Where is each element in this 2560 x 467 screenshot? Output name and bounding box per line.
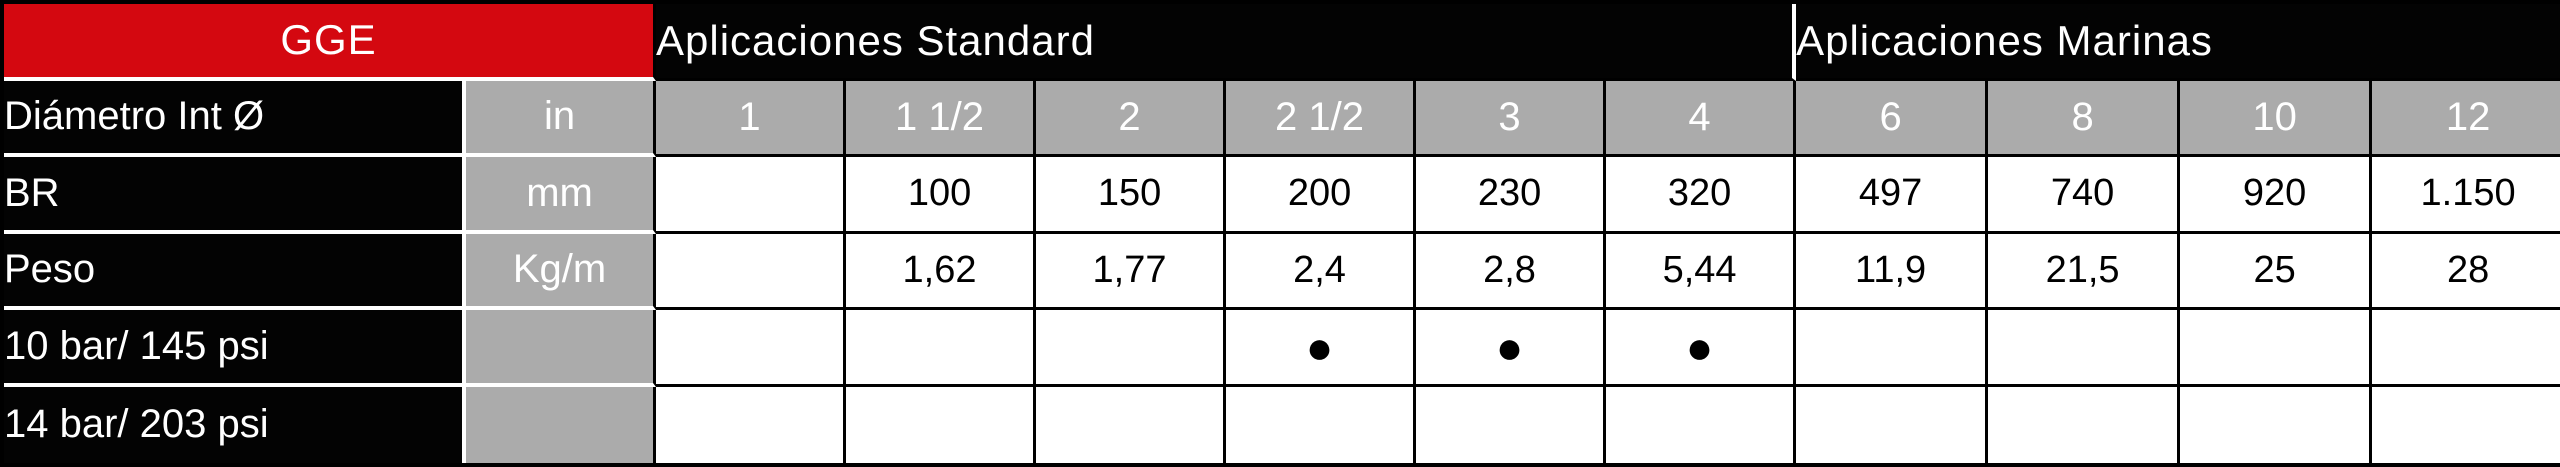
size-header: 1 1/2: [846, 80, 1037, 157]
rating-dot-cell: [1988, 386, 2181, 463]
section-standard: Aplicaciones Standard: [656, 4, 1797, 81]
rating-dot-cell: [1796, 386, 1989, 463]
size-header: 8: [1988, 80, 2181, 157]
brand-cell: GGE: [4, 4, 657, 81]
rating-dot-cell: ●: [1416, 310, 1607, 387]
unit-kg-m: Kg/m: [466, 233, 657, 310]
peso-value: 5,44: [1606, 233, 1797, 310]
header-row: GGE Aplicaciones Standard Aplicaciones M…: [4, 4, 2560, 81]
peso-value: 1,77: [1036, 233, 1227, 310]
size-header: 4: [1606, 80, 1797, 157]
size-header: 10: [2180, 80, 2373, 157]
row-label-br: BR: [4, 157, 466, 234]
row-label-10bar: 10 bar/ 145 psi: [4, 310, 466, 387]
peso-value: [656, 233, 847, 310]
size-header: 6: [1796, 80, 1989, 157]
peso-value: 2,4: [1226, 233, 1417, 310]
rating-dot-cell: [846, 386, 1037, 463]
rating-dot-cell: [2372, 310, 2560, 387]
br-value: [656, 157, 847, 234]
unit-mm: mm: [466, 157, 657, 234]
row-label-diametro: Diámetro Int Ø: [4, 80, 466, 157]
rating-dot-cell: [1036, 310, 1227, 387]
br-value: 320: [1606, 157, 1797, 234]
unit-empty: [466, 310, 657, 387]
rating-dot-cell: [2180, 310, 2373, 387]
rating-dot-cell: [2180, 386, 2373, 463]
br-value: 100: [846, 157, 1037, 234]
br-value: 920: [2180, 157, 2373, 234]
rating-dot-cell: [1036, 386, 1227, 463]
peso-row: Peso Kg/m 1,62 1,77 2,4 2,8 5,44 11,9 21…: [4, 233, 2560, 310]
size-header: 2: [1036, 80, 1227, 157]
br-value: 497: [1796, 157, 1989, 234]
rating-dot-cell: [1226, 386, 1417, 463]
peso-value: 2,8: [1416, 233, 1607, 310]
unit-in: in: [466, 80, 657, 157]
rating-dot-cell: [1606, 386, 1797, 463]
br-value: 1.150: [2372, 157, 2560, 234]
size-header: 2 1/2: [1226, 80, 1417, 157]
diameter-row: Diámetro Int Ø in 1 1 1/2 2 2 1/2 3 4 6 …: [4, 80, 2560, 157]
br-value: 230: [1416, 157, 1607, 234]
unit-empty: [466, 386, 657, 463]
peso-value: 1,62: [846, 233, 1037, 310]
pressure-10bar-row: 10 bar/ 145 psi ● ● ●: [4, 310, 2560, 387]
peso-value: 21,5: [1988, 233, 2181, 310]
rating-dot-cell: ●: [1226, 310, 1417, 387]
size-header: 3: [1416, 80, 1607, 157]
br-value: 150: [1036, 157, 1227, 234]
rating-dot-cell: [846, 310, 1037, 387]
rating-dot-cell: ●: [1606, 310, 1797, 387]
peso-value: 11,9: [1796, 233, 1989, 310]
rating-dot-cell: [2372, 386, 2560, 463]
row-label-14bar: 14 bar/ 203 psi: [4, 386, 466, 463]
size-header: 12: [2372, 80, 2560, 157]
size-header: 1: [656, 80, 847, 157]
br-value: 740: [1988, 157, 2181, 234]
rating-dot-cell: [656, 386, 847, 463]
pressure-14bar-row: 14 bar/ 203 psi: [4, 386, 2560, 463]
rating-dot-cell: [656, 310, 847, 387]
row-label-peso: Peso: [4, 233, 466, 310]
peso-value: 28: [2372, 233, 2560, 310]
br-row: BR mm 100 150 200 230 320 497 740 920 1.…: [4, 157, 2560, 234]
peso-value: 25: [2180, 233, 2373, 310]
rating-dot-cell: [1796, 310, 1989, 387]
rating-dot-cell: [1988, 310, 2181, 387]
br-value: 200: [1226, 157, 1417, 234]
rating-dot-cell: [1416, 386, 1607, 463]
section-marinas: Aplicaciones Marinas: [1796, 4, 2560, 81]
